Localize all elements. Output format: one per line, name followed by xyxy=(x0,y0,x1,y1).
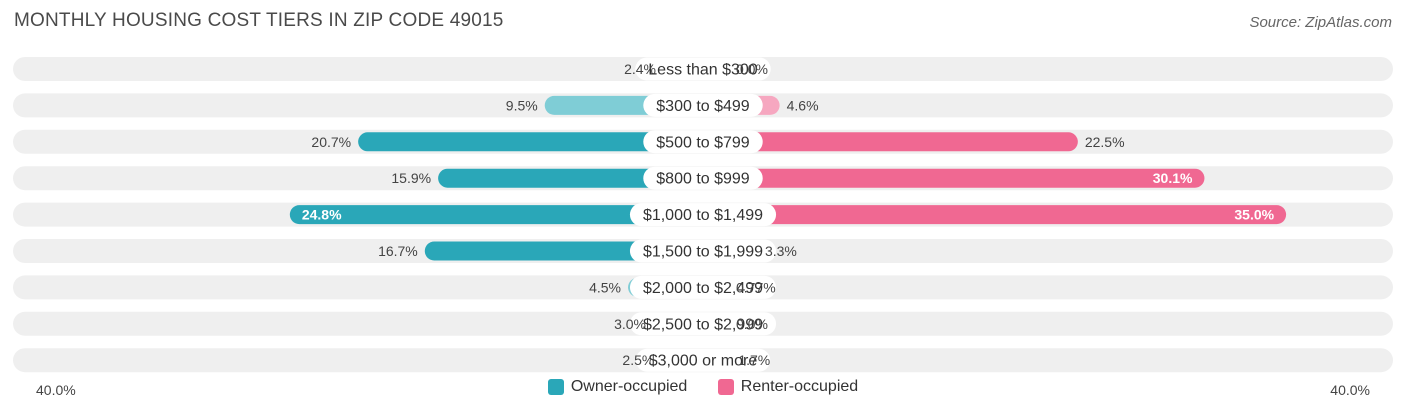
category-label: $3,000 or more xyxy=(649,353,758,370)
category-label: Less than $300 xyxy=(648,62,758,79)
category-pill xyxy=(629,275,777,299)
renter-bar xyxy=(703,168,1205,188)
owner-bar xyxy=(358,132,703,152)
owner-swatch-icon xyxy=(547,379,564,395)
renter-value-label: 22.5% xyxy=(1085,134,1125,150)
renter-value-label: 0.0% xyxy=(736,316,768,332)
renter-value-label: 35.0% xyxy=(1234,207,1274,223)
category-pill xyxy=(643,130,763,154)
renter-bar xyxy=(703,205,1287,225)
owner-value-label: 16.7% xyxy=(378,243,418,259)
category-pill xyxy=(629,312,777,336)
renter-value-label: 3.3% xyxy=(765,243,797,259)
legend-owner-label: Owner-occupied xyxy=(570,378,688,395)
renter-bar xyxy=(703,132,1078,152)
category-pill xyxy=(629,203,777,227)
renter-value-label: 30.1% xyxy=(1153,170,1193,186)
owner-value-label: 15.9% xyxy=(391,170,431,186)
legend-owner: Owner-occupied xyxy=(547,378,688,396)
owner-value-label: 9.5% xyxy=(506,97,538,113)
renter-value-label: 1.7% xyxy=(738,352,770,368)
renter-value-label: 0.77% xyxy=(736,279,776,295)
chart-title: MONTHLY HOUSING COST TIERS IN ZIP CODE 4… xyxy=(14,10,504,31)
renter-value-label: 4.6% xyxy=(787,97,819,113)
category-label: $1,000 to $1,499 xyxy=(643,207,763,224)
owner-value-label: 2.5% xyxy=(622,352,654,368)
owner-value-label: 3.0% xyxy=(614,316,646,332)
owner-value-label: 24.8% xyxy=(302,207,342,223)
renter-swatch-icon xyxy=(717,379,734,395)
owner-bar xyxy=(438,168,703,188)
owner-value-label: 20.7% xyxy=(311,134,351,150)
source-label: Source: ZipAtlas.com xyxy=(1249,14,1392,31)
owner-value-label: 4.5% xyxy=(589,279,621,295)
category-label: $500 to $799 xyxy=(656,134,750,151)
legend-renter-label: Renter-occupied xyxy=(740,378,859,395)
category-pill xyxy=(643,93,763,117)
owner-bar xyxy=(289,205,703,225)
axis-left-label: 40.0% xyxy=(36,382,76,398)
owner-value-label: 2.4% xyxy=(624,61,656,77)
legend: Owner-occupied Renter-occupied xyxy=(0,378,1406,400)
category-label: $1,500 to $1,999 xyxy=(643,244,763,261)
category-pill xyxy=(635,348,771,372)
category-pill xyxy=(635,57,771,81)
renter-value-label: 0.0% xyxy=(736,61,768,77)
legend-renter: Renter-occupied xyxy=(717,378,859,396)
category-pill xyxy=(629,239,777,263)
category-label: $2,500 to $2,999 xyxy=(643,316,763,333)
axis-right-label: 40.0% xyxy=(1330,382,1370,398)
category-pill xyxy=(643,166,763,190)
category-label: $800 to $999 xyxy=(656,171,750,188)
category-label: $300 to $499 xyxy=(656,98,750,115)
category-label: $2,000 to $2,499 xyxy=(643,280,763,297)
